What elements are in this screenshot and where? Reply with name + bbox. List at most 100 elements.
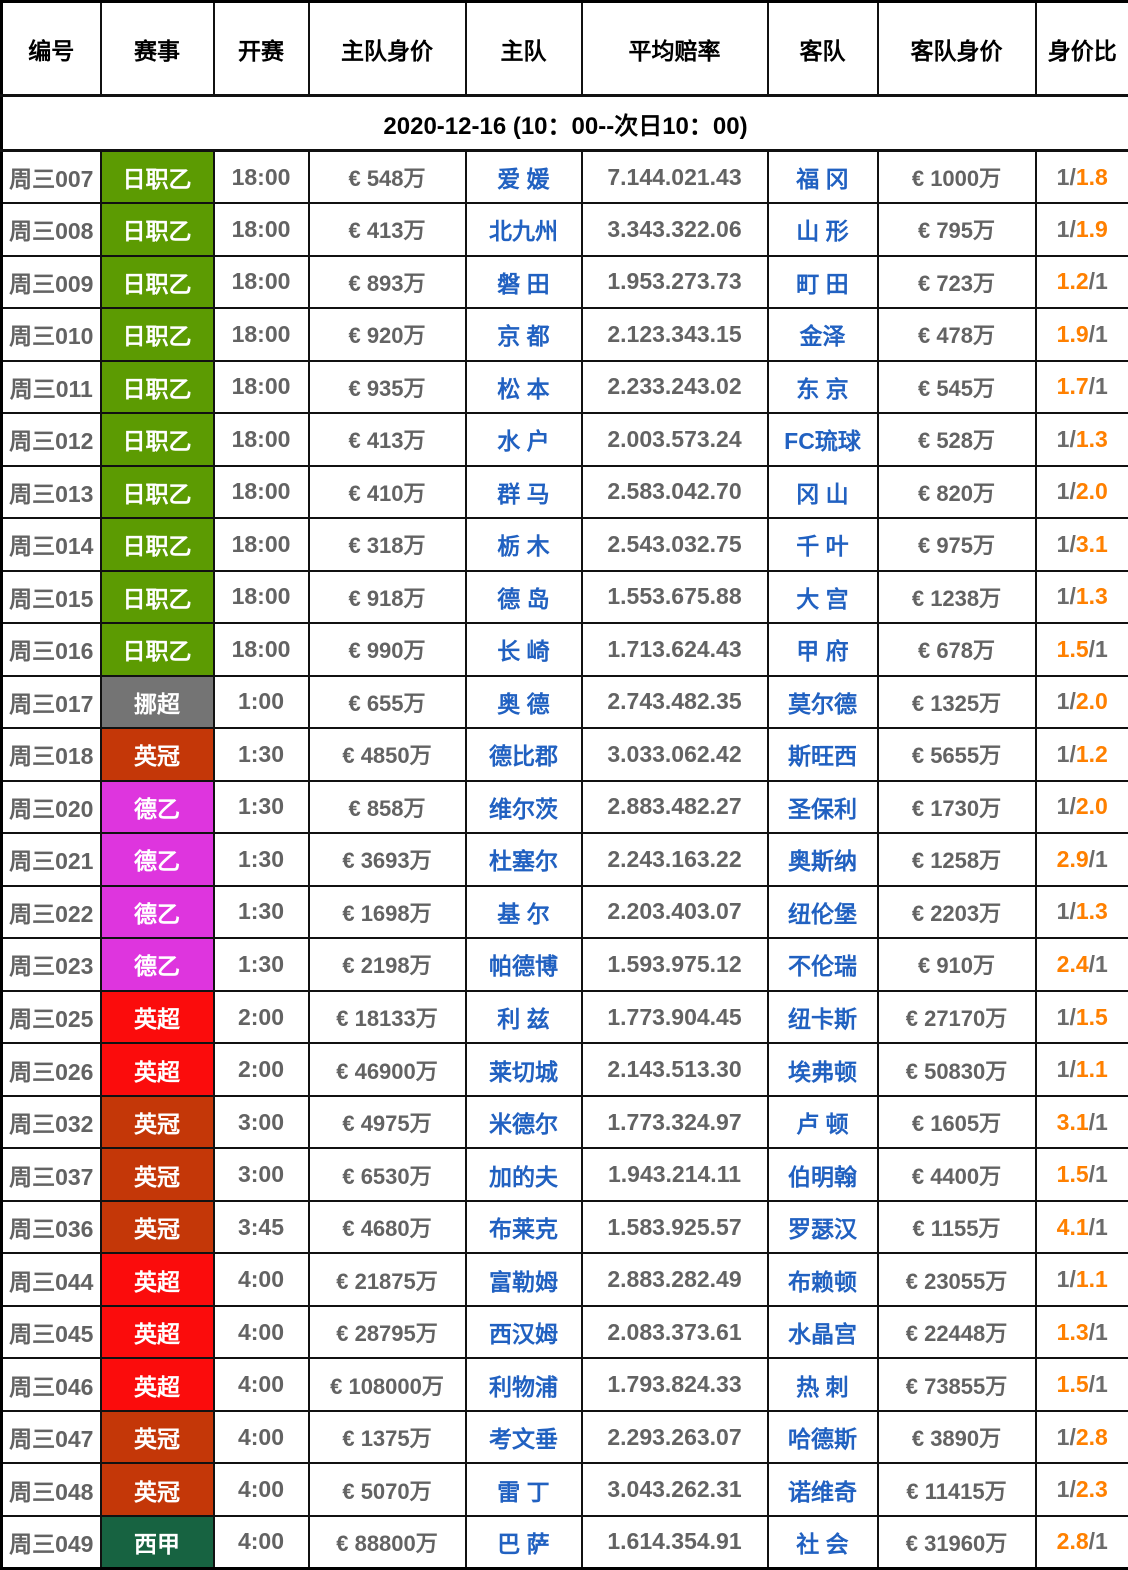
ratio-slash: /: [1069, 583, 1076, 610]
away-team-cell: 莫尔德: [766, 674, 879, 730]
col-header-kickoff: 开赛: [212, 0, 310, 97]
ratio-slash: /: [1088, 1528, 1096, 1555]
ratio-left: 1.5: [1056, 1161, 1089, 1188]
ratio-slash: /: [1069, 163, 1076, 190]
home-team-cell: 帕德博: [464, 937, 583, 992]
value-ratio-cell: 1/1.8: [1034, 149, 1128, 205]
ratio-slash: /: [1088, 635, 1096, 662]
match-row: 周三010 日职乙 18:00 € 920万京 都 2.123.343.15 金泽 € 47…: [0, 307, 1128, 362]
kickoff-cell: 1:30: [212, 884, 310, 940]
league-badge-cell: 英超: [99, 1357, 215, 1412]
home-value-cell: € 5070万: [307, 1462, 467, 1517]
ratio-slash: /: [1069, 898, 1076, 925]
home-team-cell: 利物浦: [464, 1357, 583, 1412]
league-badge-cell: 日职乙: [99, 412, 215, 467]
match-id-cell: 周三017: [0, 674, 102, 730]
league-badge-cell: 挪超: [99, 674, 215, 730]
league-badge-cell: 德乙: [99, 937, 215, 992]
home-team-cell: 基 尔: [464, 884, 583, 940]
avg-odds-cell: 2.243.163.22: [580, 832, 769, 887]
match-id-cell: 周三037: [0, 1147, 102, 1202]
kickoff-cell: 18:00: [212, 412, 310, 467]
league-badge-cell: 日职乙: [99, 517, 215, 572]
home-team-cell: 奥 德: [464, 674, 583, 730]
kickoff-cell: 2:00: [212, 989, 310, 1045]
avg-odds-cell: 1.553.675.88: [580, 569, 769, 625]
avg-odds-cell: 1.773.324.97: [580, 1094, 769, 1150]
kickoff-cell: 3:00: [212, 1094, 310, 1150]
match-row: 周三026 英超 2:00 € 46900万 莱切城 2.143.513.30 埃弗顿 € 5…: [0, 1042, 1128, 1097]
away-value-cell: € 50830万: [876, 1042, 1037, 1097]
match-id-cell: 周三025: [0, 989, 102, 1045]
value-ratio-cell: 2.9/1: [1034, 832, 1128, 887]
league-badge-cell: 西甲: [99, 1514, 215, 1570]
home-value-cell: € 108000万: [307, 1357, 467, 1412]
home-team-cell: 磐 田: [464, 254, 583, 310]
ratio-left: 1: [1056, 1266, 1070, 1293]
ratio-left: 1: [1056, 478, 1070, 505]
home-value-cell: € 893万: [307, 254, 467, 310]
home-team-cell: 京 都: [464, 307, 583, 362]
ratio-slash: /: [1088, 1108, 1096, 1135]
away-team-cell: 町 田: [766, 254, 879, 310]
home-value-cell: € 935万: [307, 359, 467, 415]
away-value-cell: € 545万: [876, 359, 1037, 415]
home-team-cell: 爱 媛: [464, 149, 583, 205]
home-team-cell: 群 马: [464, 464, 583, 520]
match-id-cell: 周三009: [0, 254, 102, 310]
home-value-cell: € 413万: [307, 202, 467, 257]
kickoff-cell: 18:00: [212, 149, 310, 205]
avg-odds-cell: 1.583.925.57: [580, 1199, 769, 1255]
value-ratio-cell: 1.5/1: [1034, 622, 1128, 677]
home-team-cell: 长 崎: [464, 622, 583, 677]
home-value-cell: € 990万: [307, 622, 467, 677]
match-row: 周三017 挪超 1:00 € 655万奥 德 2.743.482.35 莫尔德 € 132…: [0, 674, 1128, 730]
home-value-cell: € 4975万: [307, 1094, 467, 1150]
home-value-cell: € 18133万: [307, 989, 467, 1045]
ratio-right: 1.5: [1075, 1003, 1108, 1030]
away-team-cell: 纽伦堡: [766, 884, 879, 940]
ratio-left: 1.9: [1056, 320, 1089, 347]
match-row: 周三048 英冠 4:00 € 5070万雷 丁 3.043.262.31 诺维奇 € 11…: [0, 1462, 1128, 1517]
kickoff-cell: 18:00: [212, 359, 310, 415]
ratio-left: 2.9: [1056, 845, 1089, 872]
away-value-cell: € 73855万: [876, 1357, 1037, 1412]
home-team-cell: 维尔茨: [464, 779, 583, 835]
col-header-away-value: 客队身价: [876, 0, 1037, 97]
match-id-cell: 周三021: [0, 832, 102, 887]
ratio-left: 1: [1056, 530, 1070, 557]
home-team-cell: 杜塞尔: [464, 832, 583, 887]
home-value-cell: € 28795万: [307, 1304, 467, 1360]
avg-odds-cell: 1.614.354.91: [580, 1514, 769, 1570]
ratio-left: 1.5: [1056, 1371, 1089, 1398]
away-value-cell: € 23055万: [876, 1252, 1037, 1307]
home-team-cell: 德 岛: [464, 569, 583, 625]
ratio-right: 1.3: [1075, 898, 1108, 925]
away-team-cell: 罗瑟汉: [766, 1199, 879, 1255]
value-ratio-cell: 4.1/1: [1034, 1199, 1128, 1255]
home-value-cell: € 413万: [307, 412, 467, 467]
match-id-cell: 周三047: [0, 1409, 102, 1465]
ratio-right: 2.0: [1075, 478, 1108, 505]
match-row: 周三037 英冠 3:00 € 6530万 加的夫 1.943.214.11 伯明翰 € 44…: [0, 1147, 1128, 1202]
match-row: 周三013 日职乙 18:00 € 410万群 马 2.583.042.70 冈 山 € 8…: [0, 464, 1128, 520]
value-ratio-cell: 3.1/1: [1034, 1094, 1128, 1150]
kickoff-cell: 4:00: [212, 1514, 310, 1570]
league-badge-cell: 日职乙: [99, 307, 215, 362]
away-value-cell: € 975万: [876, 517, 1037, 572]
home-team-cell: 利 兹: [464, 989, 583, 1045]
home-value-cell: € 920万: [307, 307, 467, 362]
ratio-slash: /: [1069, 1423, 1076, 1450]
ratio-slash: /: [1069, 1476, 1076, 1503]
ratio-slash: /: [1069, 1266, 1076, 1293]
away-value-cell: € 795万: [876, 202, 1037, 257]
ratio-left: 1.3: [1056, 1318, 1089, 1345]
home-value-cell: € 88800万: [307, 1514, 467, 1570]
away-team-cell: 千 叶: [766, 517, 879, 572]
match-id-cell: 周三018: [0, 727, 102, 782]
kickoff-cell: 1:30: [212, 937, 310, 992]
away-team-cell: FC琉球: [766, 412, 879, 467]
league-badge-cell: 英冠: [99, 727, 215, 782]
match-id-cell: 周三032: [0, 1094, 102, 1150]
ratio-right: 1.1: [1075, 1056, 1108, 1083]
